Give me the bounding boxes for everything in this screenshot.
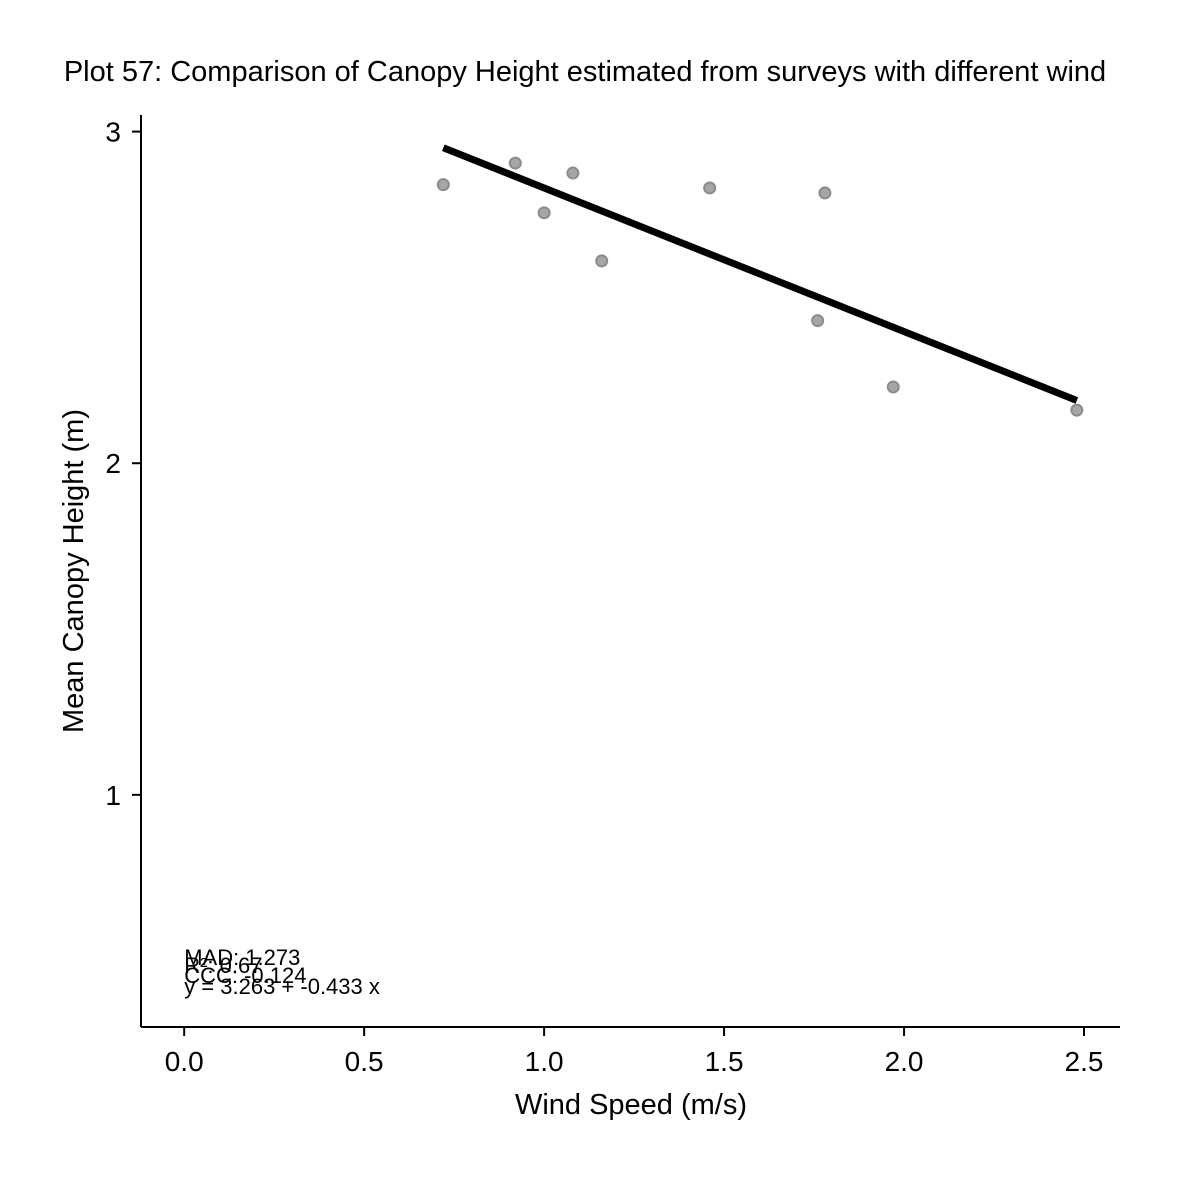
x-ticks: 0.0 0.5 1.0 1.5 2.0 2.5 xyxy=(165,1027,1104,1077)
x-tick-label: 2.5 xyxy=(1065,1046,1104,1077)
y-ticks: 1 2 3 xyxy=(105,117,141,811)
data-point xyxy=(436,178,450,192)
data-point xyxy=(703,181,717,195)
data-point xyxy=(508,156,522,170)
data-point xyxy=(537,206,551,220)
stat-annotation: R²: 0.67 xyxy=(184,953,262,978)
chart-title: Plot 57: Comparison of Canopy Height est… xyxy=(64,56,1106,88)
x-axis-title: Wind Speed (m/s) xyxy=(515,1089,747,1121)
data-point xyxy=(566,166,580,180)
x-tick-label: 1.5 xyxy=(705,1046,744,1077)
regression-line xyxy=(442,144,1079,404)
x-tick-label: 2.0 xyxy=(885,1046,924,1077)
y-axis-title: Mean Canopy Height (m) xyxy=(58,409,90,733)
y-tick-label: 2 xyxy=(105,448,121,479)
stat-annotation: CCC: -0.124 xyxy=(184,963,306,988)
stat-annotation: y = 3.263 + -0.433 x xyxy=(184,974,380,999)
x-tick-label: 1.0 xyxy=(525,1046,564,1077)
x-tick-label: 0.5 xyxy=(345,1046,384,1077)
points-layer xyxy=(436,156,1084,417)
data-point xyxy=(886,380,900,394)
x-tick-label: 0.0 xyxy=(165,1046,204,1077)
data-point xyxy=(811,314,825,328)
stat-annotation: MAD: 1.273 xyxy=(184,945,300,970)
y-tick-label: 3 xyxy=(105,117,121,148)
y-tick-label: 1 xyxy=(105,780,121,811)
data-point xyxy=(595,254,609,268)
data-point xyxy=(818,186,832,200)
data-point xyxy=(1070,403,1084,417)
fit-line-layer xyxy=(442,144,1079,404)
